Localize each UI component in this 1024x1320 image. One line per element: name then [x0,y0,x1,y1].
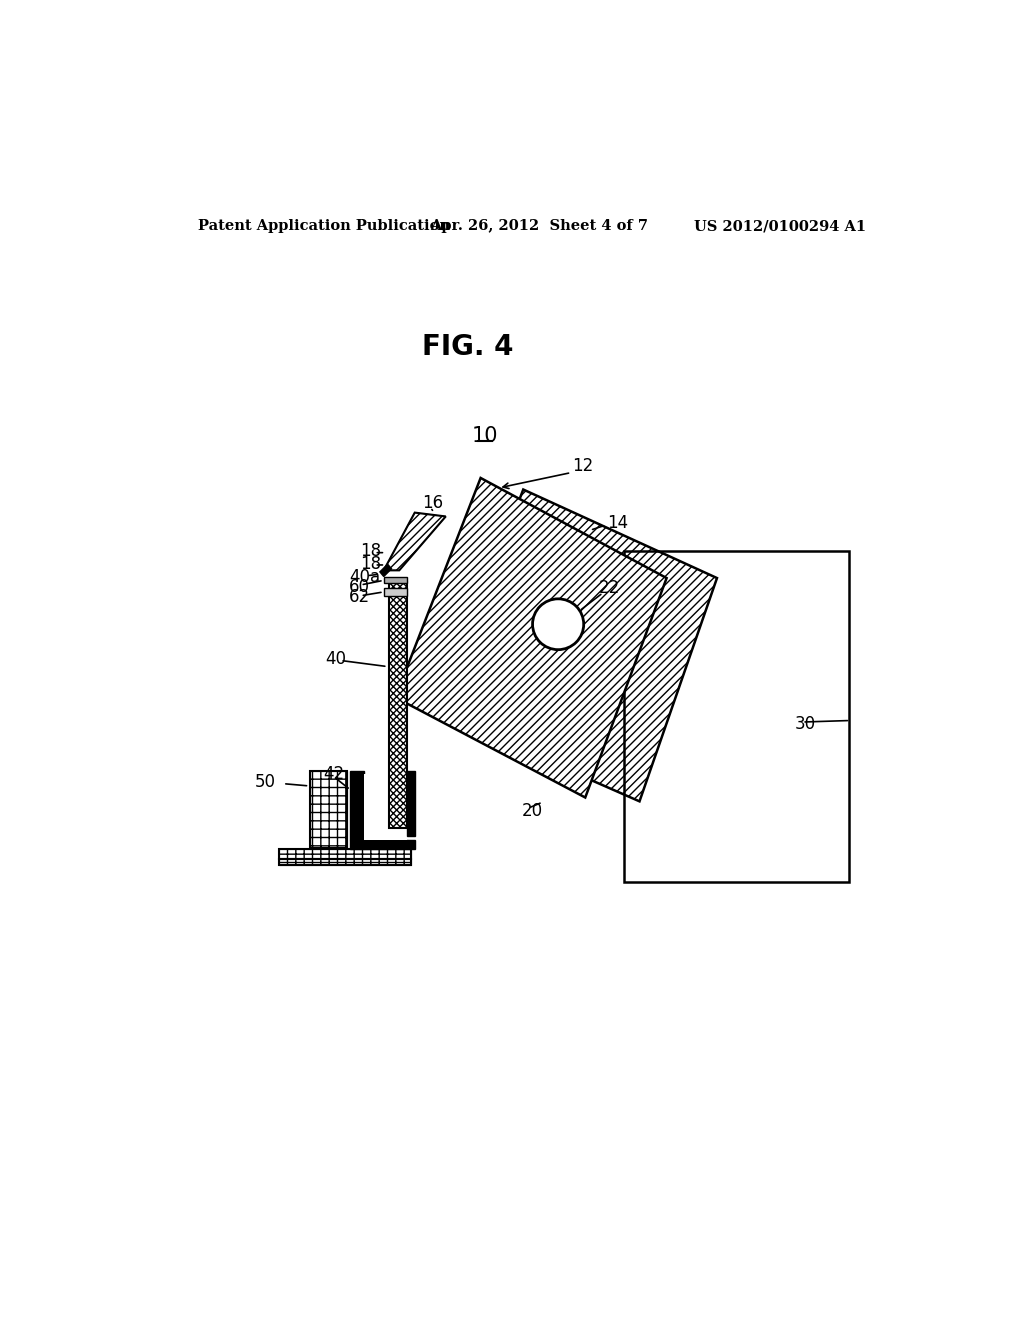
Bar [280,849,411,859]
Polygon shape [384,512,445,570]
Text: 40: 40 [326,649,347,668]
Bar [310,771,347,847]
Text: 18: 18 [360,543,382,560]
Bar [350,771,365,840]
Polygon shape [438,490,717,801]
Bar [365,775,407,840]
Text: 22: 22 [598,579,620,597]
Text: 16: 16 [423,495,443,512]
Text: US 2012/0100294 A1: US 2012/0100294 A1 [693,219,866,234]
Text: FIG. 4: FIG. 4 [423,333,514,362]
Bar [350,840,415,849]
Text: 30: 30 [795,715,816,734]
Bar [624,552,849,882]
Text: 42: 42 [324,766,344,783]
Text: 20: 20 [521,803,543,820]
Polygon shape [380,564,391,577]
Text: Patent Application Publication: Patent Application Publication [198,219,450,234]
Text: 12: 12 [572,458,593,475]
Text: 10: 10 [471,425,498,446]
Bar [280,859,411,866]
Polygon shape [384,589,407,595]
Polygon shape [389,582,407,829]
Bar [310,771,347,847]
Polygon shape [384,577,407,583]
Text: 14: 14 [607,513,628,532]
Bar [407,771,415,836]
Text: 18: 18 [360,556,382,573]
Bar [280,859,411,866]
Text: Apr. 26, 2012  Sheet 4 of 7: Apr. 26, 2012 Sheet 4 of 7 [430,219,648,234]
Text: 62: 62 [349,589,370,606]
Bar [280,849,411,859]
Polygon shape [395,478,667,797]
Text: 60: 60 [349,578,370,595]
Text: 50: 50 [254,774,275,791]
Text: 40a: 40a [349,568,380,586]
Circle shape [532,599,584,649]
